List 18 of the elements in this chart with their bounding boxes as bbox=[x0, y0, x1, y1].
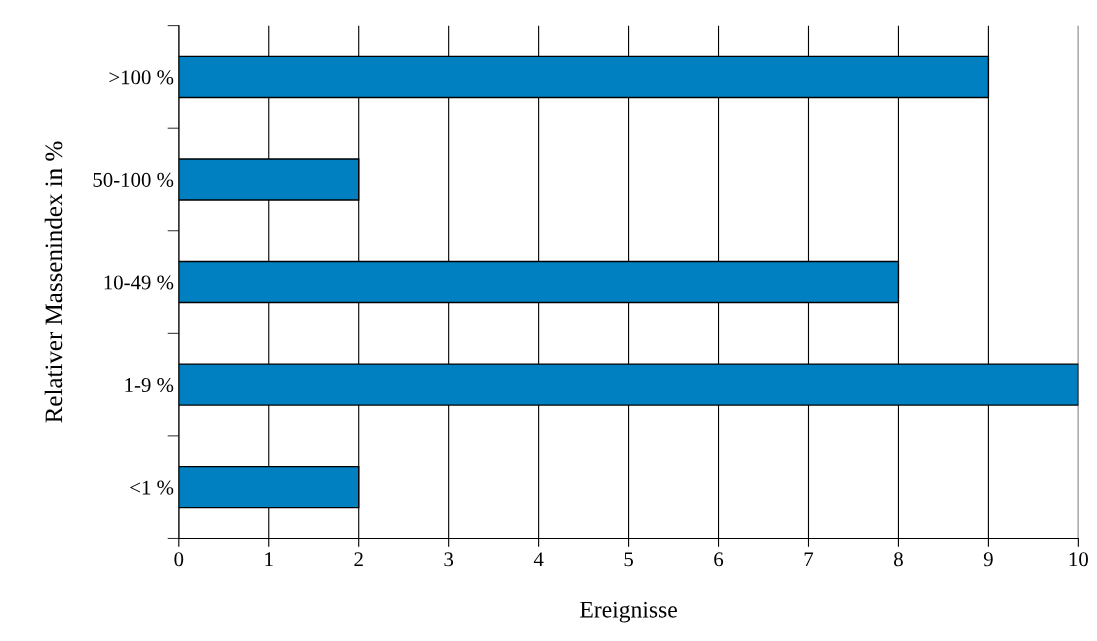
x-tick-label: 0 bbox=[174, 552, 184, 567]
y-axis-title: Relativer Massenindex in % bbox=[44, 141, 63, 423]
x-tick-label: 3 bbox=[444, 552, 454, 567]
x-tick-label: 5 bbox=[624, 552, 633, 567]
x-tick-label: 8 bbox=[894, 552, 903, 567]
x-tick-label: 7 bbox=[804, 552, 814, 567]
y-tick-label: <1 % bbox=[130, 480, 174, 495]
y-tick-label: 50-100 % bbox=[93, 172, 174, 187]
y-tick-label: >100 % bbox=[109, 70, 174, 85]
x-tick-label: 1 bbox=[265, 552, 273, 567]
x-tick-label: 9 bbox=[983, 552, 993, 567]
y-tick-label: 1-9 % bbox=[125, 377, 174, 393]
x-tick-label: 2 bbox=[354, 552, 363, 567]
x-tick-label: 4 bbox=[533, 552, 544, 567]
x-tick-label: 6 bbox=[714, 552, 724, 567]
y-tick-label: 10-49 % bbox=[104, 275, 174, 290]
x-axis-title: Ereignisse bbox=[580, 601, 677, 623]
x-tick-label: 10 bbox=[1069, 552, 1088, 567]
